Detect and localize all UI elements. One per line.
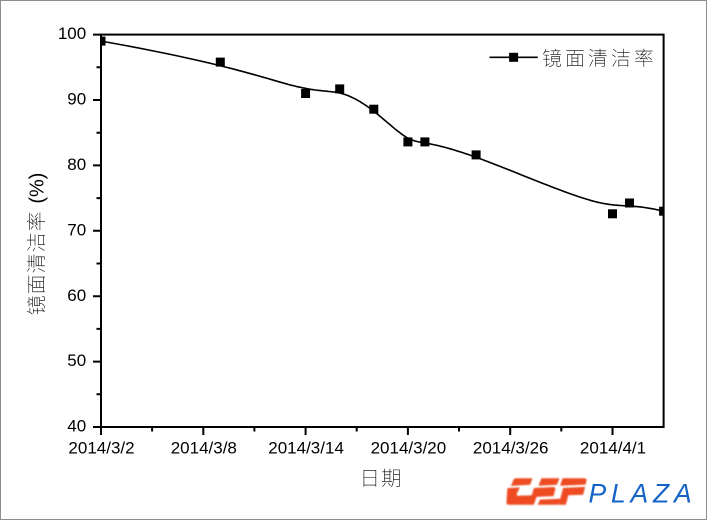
svg-text:2014/4/1: 2014/4/1 bbox=[580, 438, 646, 457]
svg-text:80: 80 bbox=[67, 155, 86, 174]
svg-text:100: 100 bbox=[58, 24, 86, 43]
svg-text:60: 60 bbox=[67, 286, 86, 305]
svg-text:2014/3/14: 2014/3/14 bbox=[268, 438, 344, 457]
svg-text:2014/3/26: 2014/3/26 bbox=[473, 438, 549, 457]
svg-text:PLAZA: PLAZA bbox=[589, 479, 697, 509]
svg-text:2014/3/8: 2014/3/8 bbox=[171, 438, 237, 457]
svg-text:(%): (%) bbox=[27, 173, 49, 204]
svg-text:2014/3/20: 2014/3/20 bbox=[371, 438, 447, 457]
svg-text:2014/3/2: 2014/3/2 bbox=[68, 438, 134, 457]
svg-text:50: 50 bbox=[67, 351, 86, 370]
svg-text:90: 90 bbox=[67, 90, 86, 109]
svg-text:40: 40 bbox=[67, 417, 86, 436]
svg-text:70: 70 bbox=[67, 220, 86, 239]
